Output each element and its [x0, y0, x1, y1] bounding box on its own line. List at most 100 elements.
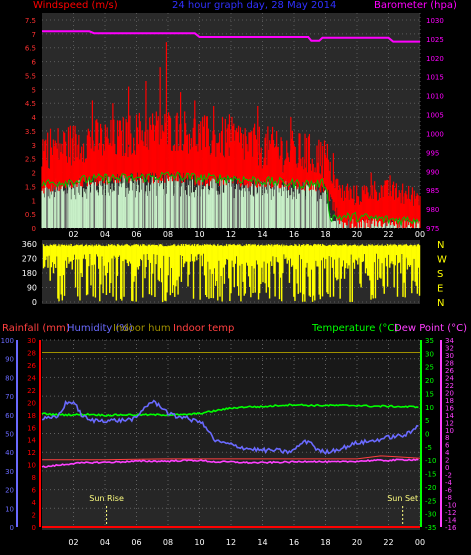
legend-rainfall: Rainfall (mm): [2, 323, 70, 334]
temperature-tick: 30: [425, 350, 434, 358]
humidity-tick: 90: [5, 356, 14, 364]
dew-tick: 16: [445, 404, 454, 412]
temperature-tick: 15: [425, 390, 434, 398]
rain-tick: 6: [32, 487, 37, 495]
direction-degree-tick: 270: [22, 255, 37, 264]
wind-time-tick: 22: [383, 230, 393, 239]
dew-tick: 4: [445, 449, 450, 457]
windspeed-tick: 1: [32, 197, 36, 205]
temperature-tick: -25: [425, 497, 436, 505]
temperature-time-tick: 18: [320, 538, 330, 547]
barometer-tick: 1015: [426, 74, 444, 82]
wind-time-tick: 02: [68, 230, 78, 239]
wind-time-tick: 08: [163, 230, 173, 239]
dew-tick: 12: [445, 419, 454, 427]
temperature-panel: Rainfall (mm) Humidity (%) Indoor hum In…: [1, 323, 467, 547]
humidity-tick: 0: [10, 524, 14, 532]
temperature-axis-lines: [16, 340, 442, 527]
barometer-tick: 995: [426, 149, 439, 157]
temperature-time-tick: 14: [257, 538, 267, 547]
windspeed-tick: 6.5: [25, 45, 36, 53]
humidity-band: [42, 377, 420, 397]
temperature-tick: -10: [425, 457, 436, 465]
compass-letter: N: [437, 240, 444, 251]
temperature-tick: -20: [425, 484, 436, 492]
windspeed-tick: 3: [32, 142, 36, 150]
temperature-time-tick: 04: [100, 538, 110, 547]
rain-tick: 30: [27, 337, 36, 345]
wind-time-tick: 20: [352, 230, 362, 239]
chart-title: 24 hour graph day, 28 May 2014: [172, 0, 336, 11]
temperature-tick: 10: [425, 404, 434, 412]
windspeed-tick: 6: [32, 59, 37, 67]
dew-tick: 24: [445, 374, 454, 382]
humidity-tick: 10: [5, 505, 14, 513]
humidity-tick: 70: [5, 393, 14, 401]
humidity-tick: 30: [5, 468, 14, 476]
temperature-time-tick: 10: [194, 538, 204, 547]
barometer-tick: 1020: [426, 55, 444, 63]
temperature-tick: -35: [425, 524, 436, 532]
windspeed-tick: 3.5: [25, 128, 36, 136]
dew-tick: 14: [445, 412, 454, 420]
rain-tick: 28: [27, 349, 36, 357]
temperature-time-tick: 08: [163, 538, 173, 547]
rain-tick: 4: [32, 499, 37, 507]
compass-letter: E: [437, 284, 443, 295]
rain-tick: 20: [27, 399, 36, 407]
direction-degree-tick: 180: [22, 269, 37, 278]
direction-series: [42, 244, 421, 302]
rain-tick: 0: [32, 524, 36, 532]
dew-tick: 28: [445, 359, 454, 367]
direction-degree-labels: 0 90 180 270 360: [22, 240, 37, 307]
temperature-tick: 0: [425, 431, 429, 439]
wind-time-tick-labels: 02 04 06 08 10 12 14 16 18 20 22 00: [68, 230, 425, 239]
windspeed-tick: 5.5: [25, 72, 36, 80]
windspeed-tick: 4: [32, 114, 37, 122]
direction-degree-tick: 360: [22, 240, 37, 249]
wind-time-tick: 18: [320, 230, 330, 239]
barometer-tick: 990: [426, 168, 439, 176]
windspeed-tick: 0: [32, 225, 36, 233]
humidity-tick: 50: [5, 431, 14, 439]
windspeed-tick: 0.5: [25, 211, 36, 219]
dew-tick: 32: [445, 344, 454, 352]
temperature-tick: -30: [425, 511, 436, 519]
barometer-tick: 1005: [426, 112, 444, 120]
barometer-tick: 1030: [426, 17, 444, 25]
dew-tick: -14: [445, 517, 457, 525]
dew-tick: 18: [445, 397, 454, 405]
temperature-line: [41, 403, 419, 417]
temperature-time-tick: 20: [352, 538, 362, 547]
windspeed-tick: 5: [32, 86, 36, 94]
dew-tick: 34: [445, 337, 454, 345]
rain-tick: 26: [27, 362, 36, 370]
wind-time-tick: 16: [289, 230, 299, 239]
wind-barometer-panel: 00.511.522.533.544.555.566.577.5 9759809…: [25, 0, 457, 239]
temperature-tick: -5: [425, 444, 432, 452]
compass-letter: W: [437, 255, 447, 266]
humidity-tick: 40: [5, 449, 14, 457]
rain-tick: 16: [27, 424, 36, 432]
dew-tick: 30: [445, 352, 454, 360]
dew-tick: 2: [445, 457, 449, 465]
wind-time-tick: 04: [100, 230, 110, 239]
dew-tick: -12: [445, 509, 456, 517]
temperature-time-tick: 06: [131, 538, 141, 547]
humidity-band: [42, 340, 420, 359]
dew-tick: 26: [445, 367, 454, 375]
wind-time-tick: 10: [194, 230, 204, 239]
dew-tick: -16: [445, 524, 457, 532]
barometer-axis-label: Barometer (hpa): [374, 0, 457, 11]
sun-marker-label: Sun Set: [387, 494, 418, 503]
temperature-tick-labels: 0102030405060708090100024681012141618202…: [1, 337, 457, 532]
rain-tick: 14: [27, 437, 36, 445]
windspeed-tick: 2: [32, 170, 36, 178]
direction-degree-tick: 0: [32, 298, 37, 307]
temperature-time-tick-labels: 02 04 06 08 10 12 14 16 18 20 22 00: [68, 538, 425, 547]
temperature-time-tick: 16: [289, 538, 299, 547]
barometer-tick: 1000: [426, 130, 444, 138]
temperature-series: [41, 352, 421, 528]
wind-time-tick: 14: [257, 230, 267, 239]
